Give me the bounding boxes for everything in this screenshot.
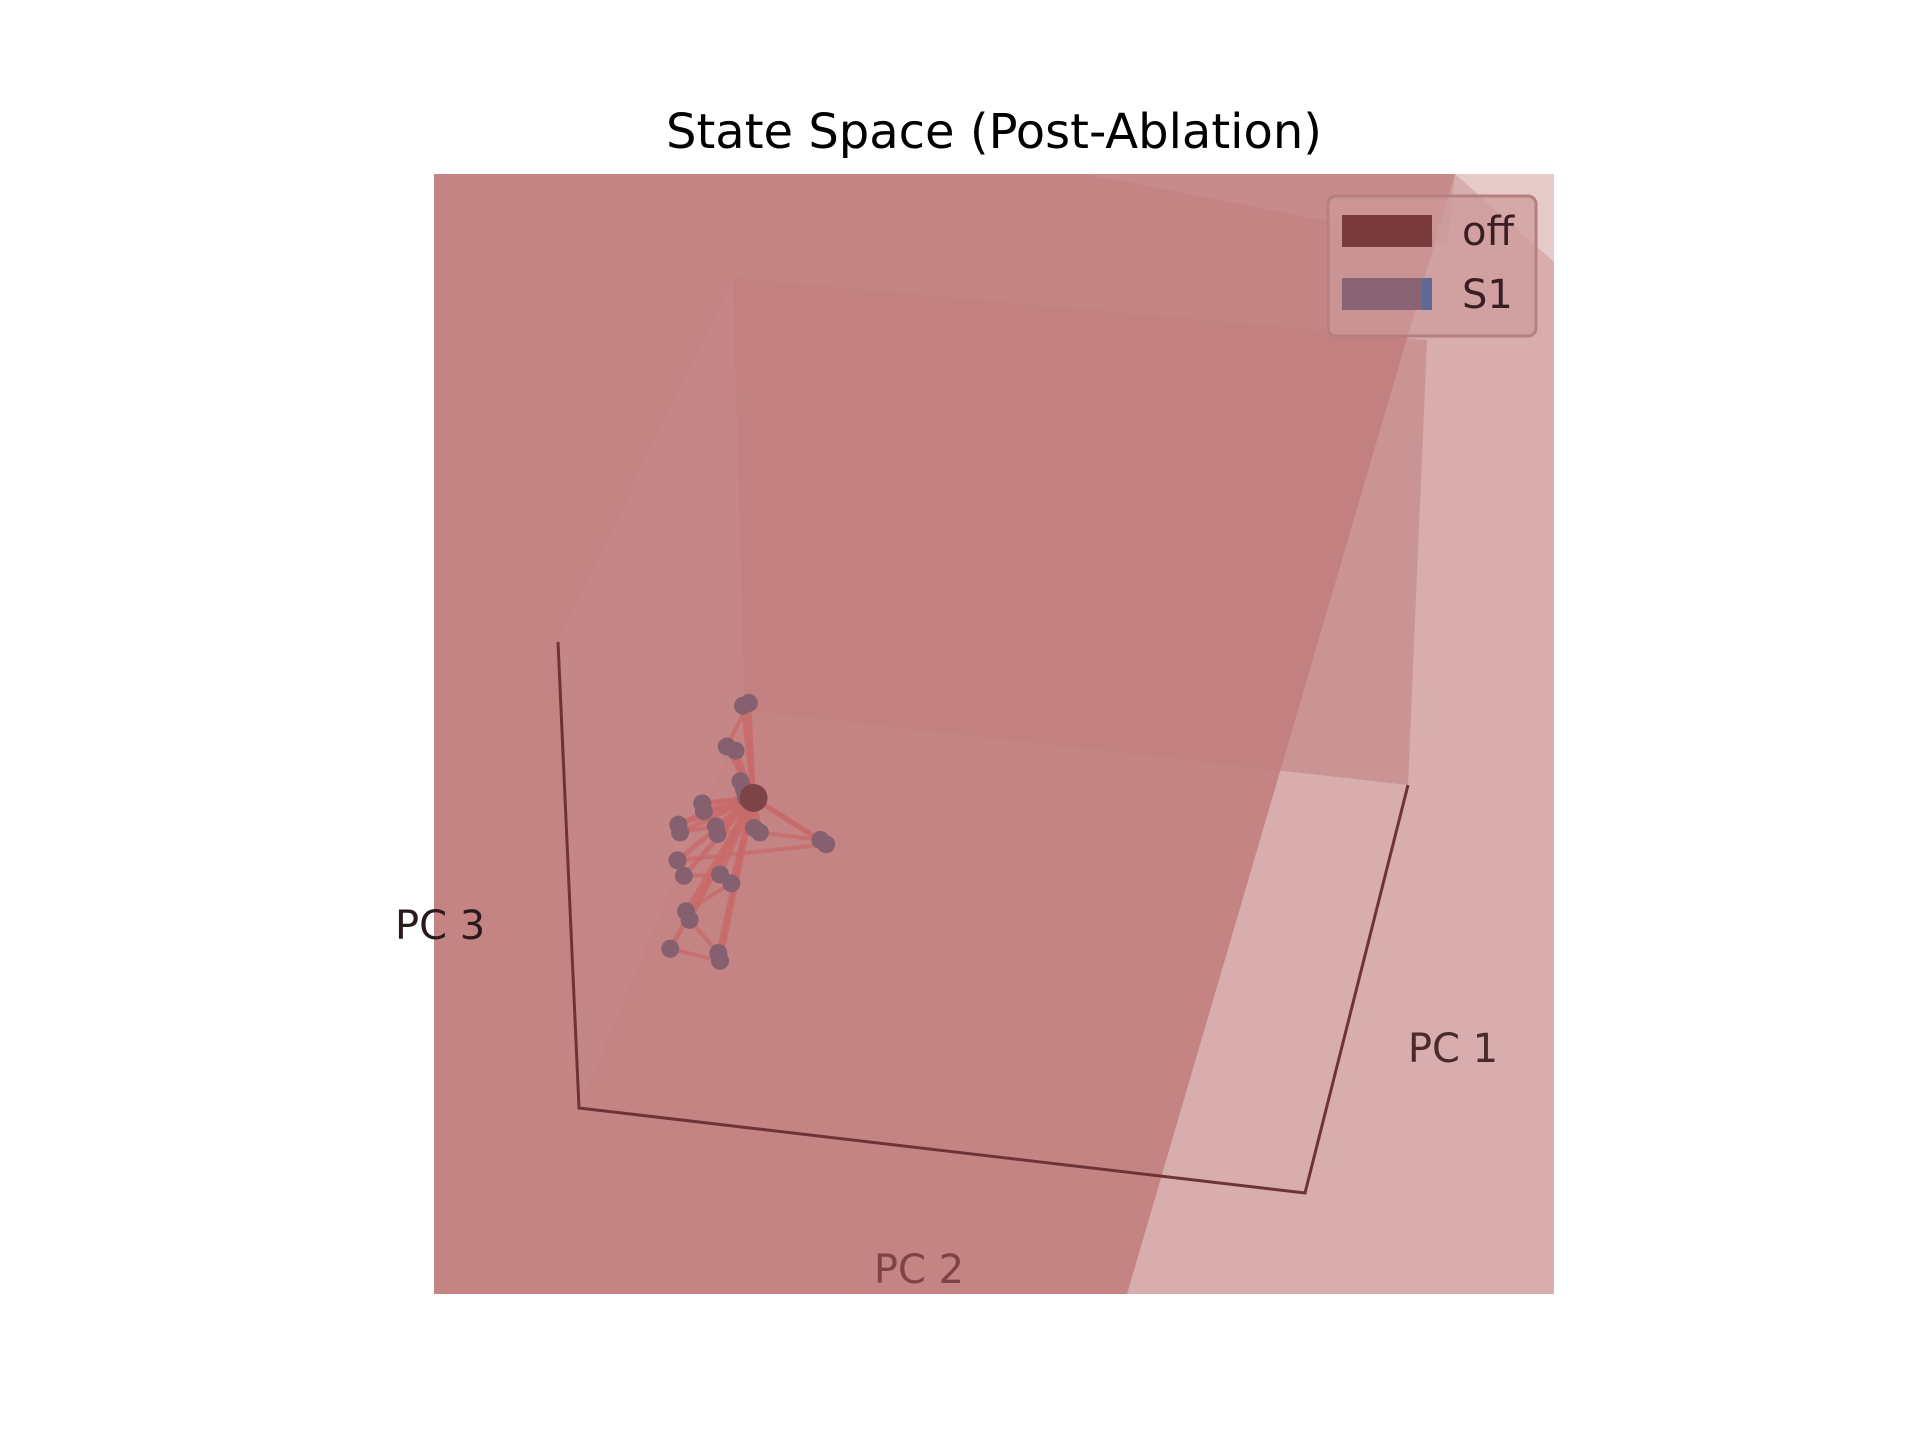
data-point-s1 (674, 866, 693, 885)
back-pane-left (558, 278, 745, 1108)
data-point-s1 (817, 835, 836, 854)
trajectory-markers (661, 693, 836, 970)
data-point-s1 (722, 874, 741, 893)
axis-label-pc1: PC 1 (1408, 1026, 1498, 1072)
data-point-s1 (750, 823, 769, 842)
data-point-off (739, 783, 768, 812)
data-point-s1 (661, 939, 680, 958)
data-point-s1 (680, 910, 699, 929)
back-pane-right (733, 278, 1427, 785)
data-point-s1 (726, 741, 745, 760)
data-point-s1 (668, 851, 687, 870)
axis-label-pc2: PC 2 (874, 1247, 964, 1293)
legend-label-s1: S1 (1462, 272, 1513, 318)
legend-swatch-off (1342, 215, 1432, 247)
data-point-s1 (671, 823, 690, 842)
chart-title: State Space (Post-Ablation) (666, 104, 1322, 160)
legend-swatch-s1-edge (1422, 278, 1432, 310)
legend: off S1 (1326, 194, 1538, 338)
data-point-s1 (708, 825, 727, 844)
trajectory-line (746, 702, 757, 799)
data-point-s1 (694, 802, 713, 821)
legend-label-off: off (1462, 209, 1515, 255)
trajectory-segment (759, 830, 821, 842)
data-point-s1 (711, 951, 730, 970)
legend-swatch-s1 (1342, 278, 1432, 310)
axis-label-pc3: PC 3 (395, 903, 485, 949)
data-point-s1 (739, 693, 758, 712)
box-edges (556, 641, 1410, 1195)
